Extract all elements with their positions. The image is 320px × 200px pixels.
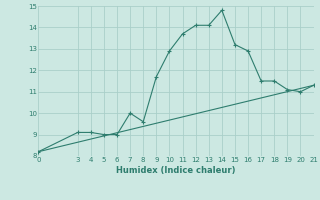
- X-axis label: Humidex (Indice chaleur): Humidex (Indice chaleur): [116, 166, 236, 175]
